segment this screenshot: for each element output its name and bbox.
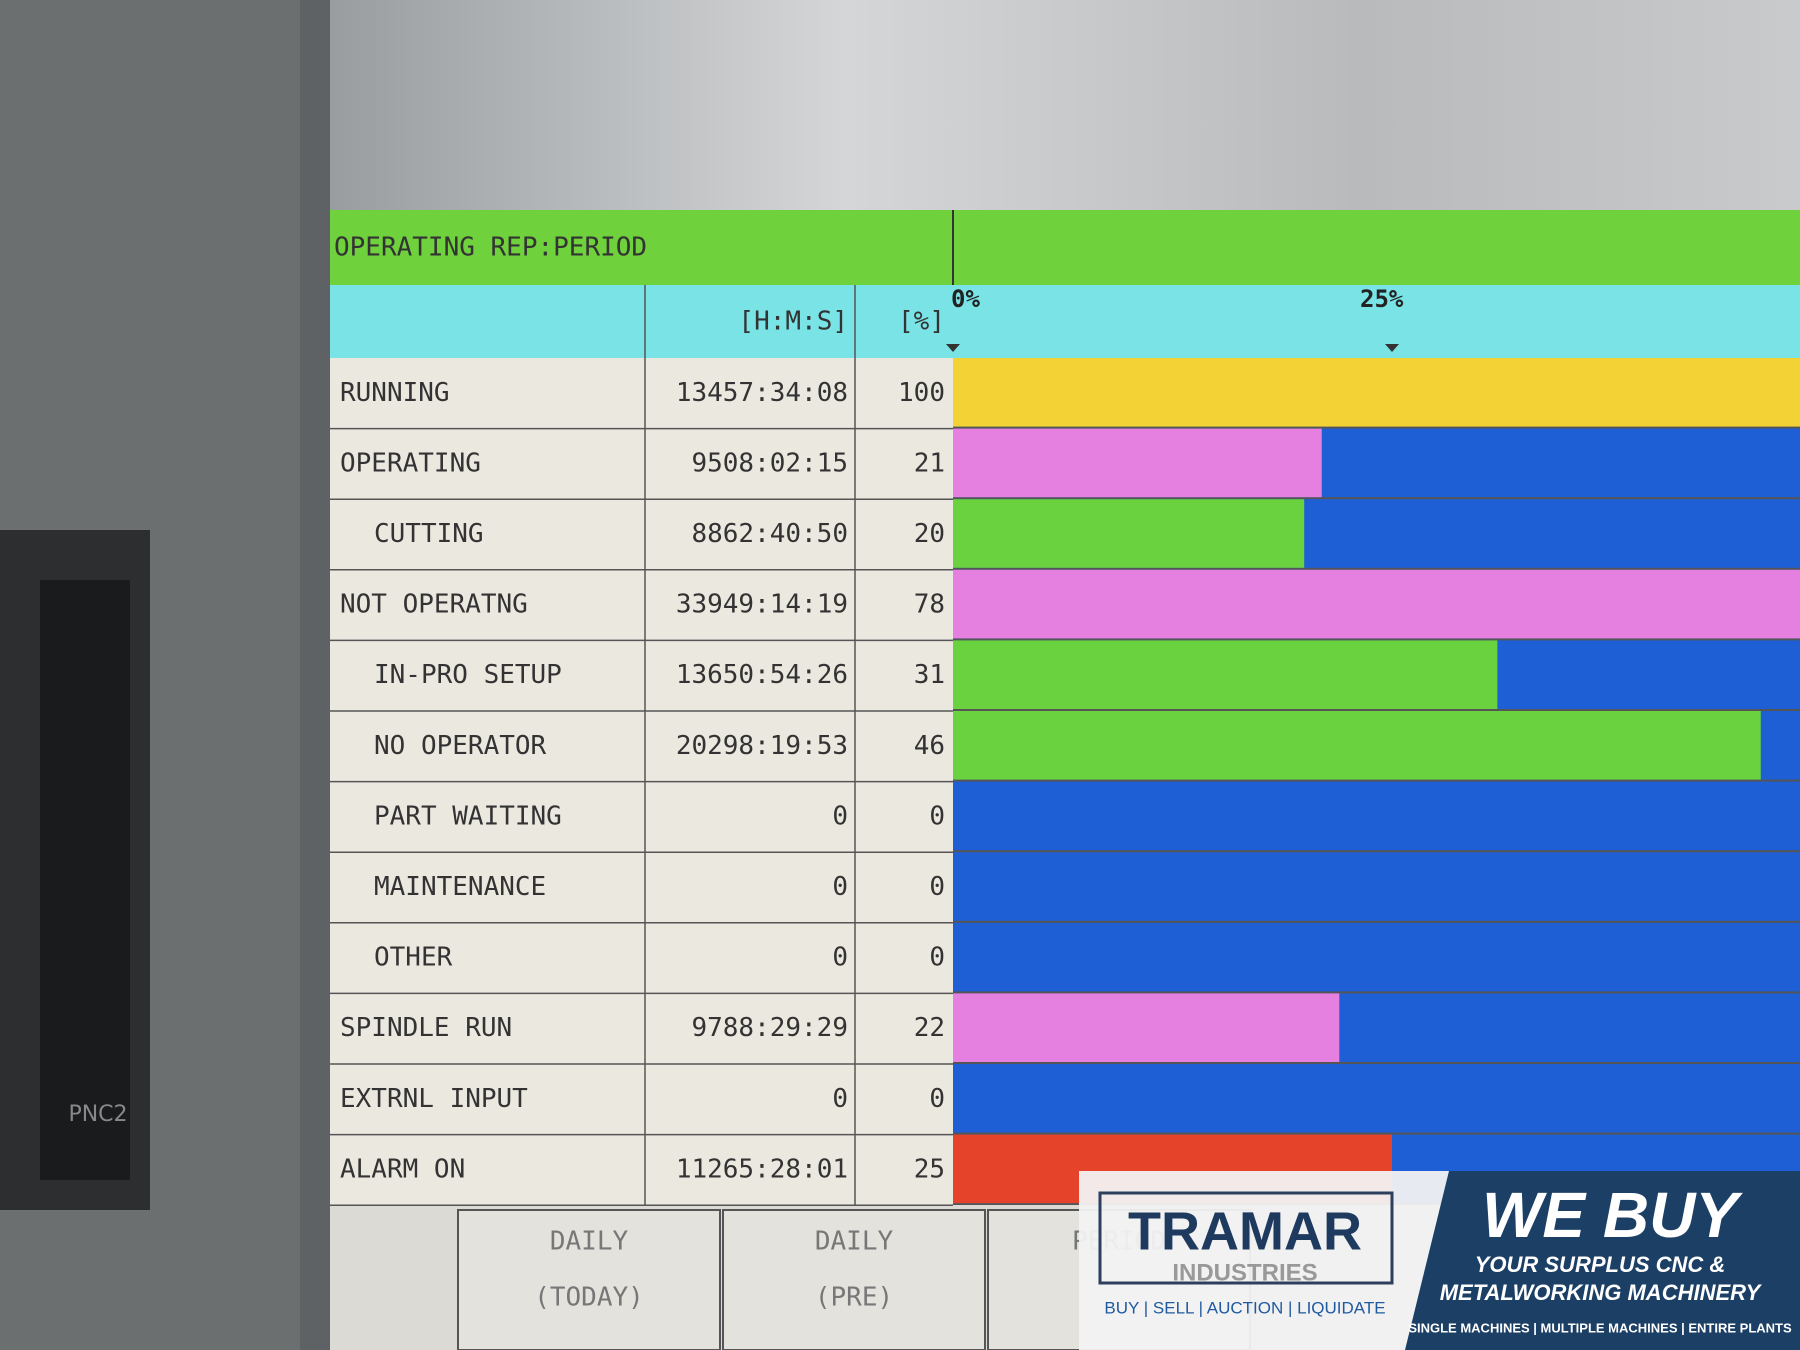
ad-line2: METALWORKING MACHINERY <box>1440 1280 1763 1305</box>
ad-left <box>1079 1171 1449 1350</box>
screen-top <box>330 0 1800 210</box>
row-percent: 0 <box>929 943 945 973</box>
row-percent: 21 <box>914 448 945 478</box>
watermark: TRAMAR INDUSTRIES BUY | SELL | AUCTION |… <box>1079 1171 1800 1350</box>
row-label: NOT OPERATNG <box>340 590 528 620</box>
bar-track <box>953 852 1800 921</box>
ad-frame <box>1098 1191 1394 1285</box>
row-label: SPINDLE RUN <box>340 1013 512 1043</box>
row-percent: 0 <box>929 1084 945 1114</box>
row-percent: 0 <box>929 801 945 831</box>
row-percent: 25 <box>914 1154 945 1184</box>
row-time: 8862:40:50 <box>691 519 848 549</box>
bar <box>953 569 1800 639</box>
row-label: IN-PRO SETUP <box>374 660 562 690</box>
row-time: 11265:28:01 <box>676 1154 848 1184</box>
brand-sub: INDUSTRIES <box>1172 1259 1317 1286</box>
row-time: 13457:34:08 <box>676 378 848 408</box>
row-time: 9788:29:29 <box>691 1013 848 1043</box>
soft-key-label: (TODAY) <box>534 1283 644 1313</box>
soft-key-label: DAILY <box>815 1227 894 1257</box>
row-time: 20298:19:53 <box>676 731 848 761</box>
soft-key[interactable] <box>457 1209 721 1350</box>
soft-key-label: (PRE) <box>815 1283 893 1313</box>
scale-tick <box>1385 344 1399 352</box>
row-label: NO OPERATOR <box>374 731 547 761</box>
scale-label: 0% <box>951 285 980 313</box>
row-label: EXTRNL INPUT <box>340 1084 528 1114</box>
row-percent: 31 <box>914 660 945 690</box>
scale-tick <box>946 344 960 352</box>
headline: WE BUY <box>1482 1179 1743 1251</box>
bar <box>953 993 1340 1062</box>
row-label: OPERATING <box>340 448 481 478</box>
column-header <box>330 285 1800 358</box>
row-percent: 20 <box>914 519 945 549</box>
row-label: CUTTING <box>374 519 484 549</box>
bar-track <box>953 922 1800 992</box>
row-label: RUNNING <box>340 378 450 408</box>
row-percent: 78 <box>914 590 945 620</box>
time-header: [H:M:S] <box>738 307 848 337</box>
bar <box>953 640 1498 709</box>
row-label: MAINTENANCE <box>374 872 546 902</box>
ad-right <box>1405 1171 1800 1350</box>
row-percent: 0 <box>929 872 945 902</box>
soft-key[interactable] <box>722 1209 986 1350</box>
scale-label: 25% <box>1360 285 1404 313</box>
row-percent: 22 <box>914 1013 945 1043</box>
bezel-slot-inner <box>40 580 130 1180</box>
percent-header: [%] <box>898 307 945 337</box>
row-time: 0 <box>832 872 848 902</box>
row-label: OTHER <box>374 943 453 973</box>
tagline: BUY | SELL | AUCTION | LIQUIDATE <box>1104 1298 1385 1317</box>
bar <box>953 428 1322 498</box>
soft-key-label: DAILY <box>550 1227 629 1257</box>
row-time: 33949:14:19 <box>676 590 848 620</box>
row-label: ALARM ON <box>340 1154 465 1184</box>
screen-title: OPERATING REP:PERIOD <box>334 233 647 263</box>
title-bar <box>330 210 1800 285</box>
row-label: PART WAITING <box>374 801 562 831</box>
bar <box>953 358 1800 427</box>
ad-footer: SINGLE MACHINES | MULTIPLE MACHINES | EN… <box>1408 1320 1792 1335</box>
row-percent: 46 <box>914 731 945 761</box>
bar-track <box>953 1064 1800 1133</box>
row-percent: 100 <box>898 378 945 408</box>
ad-line1: YOUR SURPLUS CNC & <box>1475 1252 1726 1277</box>
bezel-label: PNC2 <box>68 1102 127 1127</box>
row-time: 0 <box>832 1084 848 1114</box>
row-time: 0 <box>832 801 848 831</box>
bar <box>953 711 1761 780</box>
row-time: 13650:54:26 <box>676 660 848 690</box>
bar <box>953 499 1305 568</box>
bar-track <box>953 781 1800 851</box>
row-time: 9508:02:15 <box>691 448 848 478</box>
row-time: 0 <box>832 943 848 973</box>
brand: TRAMAR <box>1128 1201 1362 1261</box>
